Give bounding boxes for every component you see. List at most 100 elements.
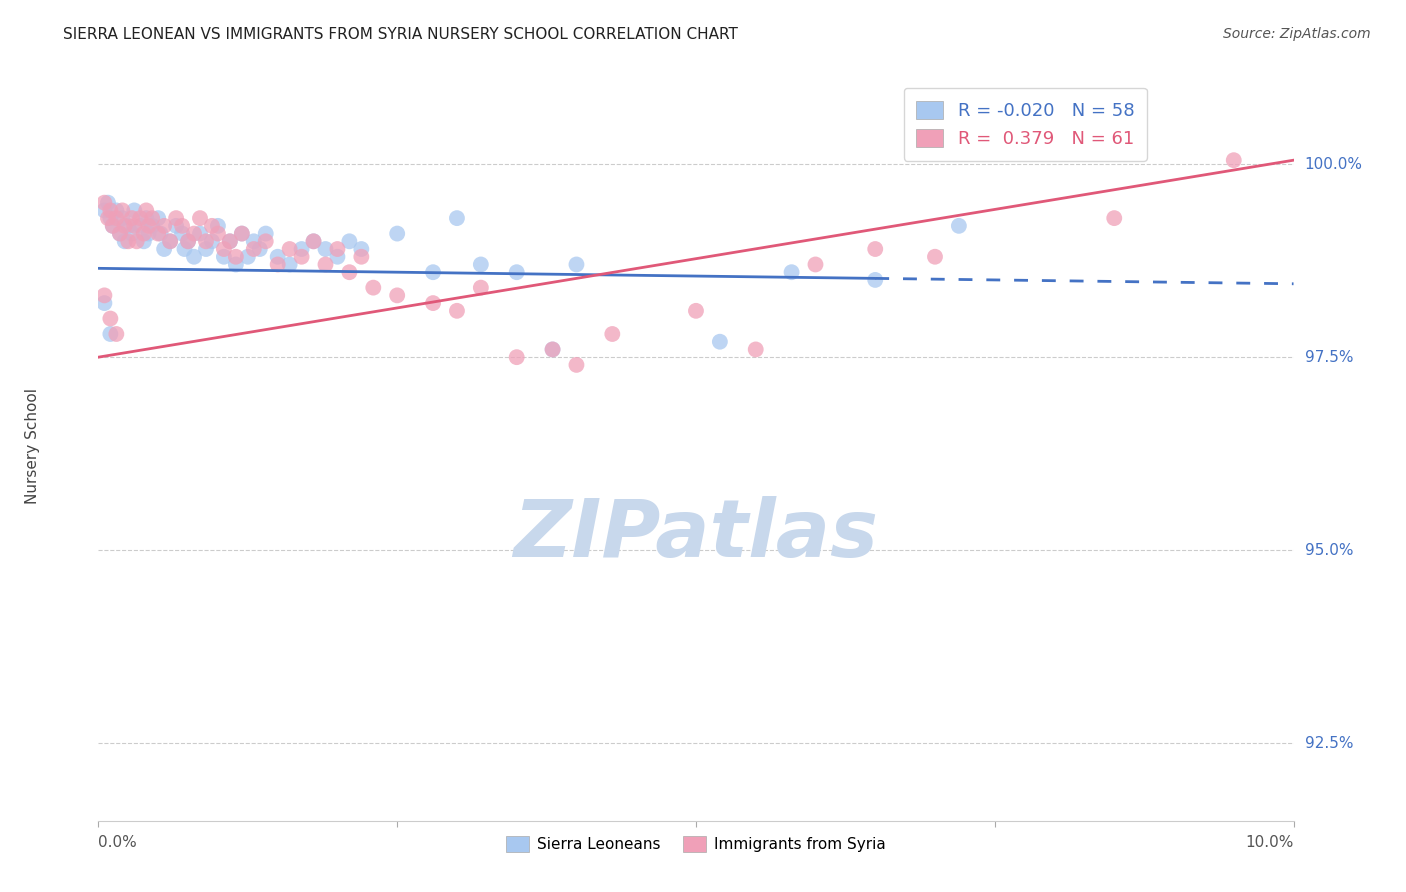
Point xyxy=(541,343,564,357)
Point xyxy=(201,235,224,249)
Point xyxy=(231,227,253,241)
Point xyxy=(780,265,803,279)
Point xyxy=(93,296,115,310)
Point xyxy=(93,203,115,218)
Point xyxy=(385,227,409,241)
Point xyxy=(173,242,195,256)
Point xyxy=(278,242,301,256)
Point xyxy=(129,219,152,233)
Point xyxy=(138,219,160,233)
Point xyxy=(302,235,325,249)
Point xyxy=(98,211,122,226)
Point xyxy=(141,211,163,226)
Point xyxy=(243,242,266,256)
Point xyxy=(212,242,235,256)
Point xyxy=(124,203,146,218)
Point xyxy=(422,265,444,279)
Point xyxy=(195,235,218,249)
Point xyxy=(602,326,624,341)
Point xyxy=(148,227,170,241)
Point xyxy=(446,303,468,318)
Point xyxy=(267,250,290,264)
Point xyxy=(254,227,277,241)
Point xyxy=(506,350,529,364)
Point xyxy=(117,235,139,249)
Text: ZIPatlas: ZIPatlas xyxy=(513,496,879,574)
Point xyxy=(97,211,120,226)
Point xyxy=(153,242,176,256)
Point xyxy=(97,195,120,210)
Point xyxy=(108,227,131,241)
Point xyxy=(385,288,409,302)
Point xyxy=(315,257,337,271)
Point xyxy=(111,203,134,218)
Point xyxy=(98,326,122,341)
Text: 97.5%: 97.5% xyxy=(1305,350,1353,365)
Point xyxy=(159,235,181,249)
Point xyxy=(254,235,277,249)
Point xyxy=(188,227,211,241)
Point xyxy=(138,227,160,241)
Point xyxy=(183,250,205,264)
Text: Source: ZipAtlas.com: Source: ZipAtlas.com xyxy=(1223,27,1371,41)
Point xyxy=(114,235,136,249)
Point xyxy=(219,235,242,249)
Point xyxy=(105,326,128,341)
Point xyxy=(541,343,564,357)
Point xyxy=(132,227,155,241)
Point xyxy=(745,343,768,357)
Text: 95.0%: 95.0% xyxy=(1305,542,1353,558)
Point xyxy=(165,219,187,233)
Text: 10.0%: 10.0% xyxy=(1246,835,1294,849)
Point xyxy=(108,227,131,241)
Point xyxy=(98,203,122,218)
Point xyxy=(363,280,385,294)
Point xyxy=(177,235,200,249)
Point xyxy=(339,235,361,249)
Point xyxy=(135,211,157,226)
Point xyxy=(105,211,128,226)
Point xyxy=(135,203,157,218)
Point xyxy=(470,257,492,271)
Point xyxy=(236,250,259,264)
Point xyxy=(565,257,588,271)
Text: SIERRA LEONEAN VS IMMIGRANTS FROM SYRIA NURSERY SCHOOL CORRELATION CHART: SIERRA LEONEAN VS IMMIGRANTS FROM SYRIA … xyxy=(63,27,738,42)
Text: 92.5%: 92.5% xyxy=(1305,736,1353,751)
Point xyxy=(149,227,172,241)
Point xyxy=(195,242,218,256)
Point xyxy=(315,242,337,256)
Point xyxy=(267,257,290,271)
Point xyxy=(924,250,946,264)
Point xyxy=(865,273,887,287)
Point xyxy=(291,250,314,264)
Point xyxy=(1104,211,1126,226)
Point xyxy=(124,219,146,233)
Point xyxy=(141,219,163,233)
Point xyxy=(183,227,205,241)
Point xyxy=(121,227,143,241)
Point xyxy=(212,250,235,264)
Point xyxy=(117,219,139,233)
Point xyxy=(153,219,176,233)
Point xyxy=(350,242,373,256)
Text: 0.0%: 0.0% xyxy=(98,835,138,849)
Point xyxy=(225,250,247,264)
Point xyxy=(291,242,314,256)
Point xyxy=(114,219,136,233)
Point xyxy=(565,358,588,372)
Point xyxy=(101,219,124,233)
Point xyxy=(93,288,115,302)
Point xyxy=(865,242,887,256)
Point xyxy=(177,235,200,249)
Point xyxy=(326,250,349,264)
Point xyxy=(948,219,970,233)
Point xyxy=(207,219,229,233)
Point xyxy=(129,211,152,226)
Point xyxy=(685,303,707,318)
Point xyxy=(506,265,529,279)
Point xyxy=(207,227,229,241)
Text: 100.0%: 100.0% xyxy=(1305,157,1362,171)
Point xyxy=(201,219,224,233)
Point xyxy=(446,211,468,226)
Point xyxy=(165,211,187,226)
